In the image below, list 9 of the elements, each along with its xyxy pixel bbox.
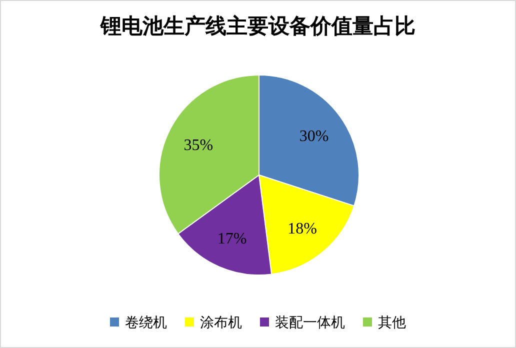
legend-label: 卷绕机 [125, 314, 167, 330]
legend-label: 装配一体机 [275, 314, 345, 330]
data-label: 30% [299, 128, 329, 146]
legend-label: 涂布机 [200, 314, 242, 330]
chart-title: 锂电池生产线主要设备价值量占比 [100, 14, 416, 38]
legend-label: 其他 [378, 314, 406, 330]
data-label: 17% [217, 230, 247, 248]
data-label: 18% [288, 220, 318, 238]
data-label: 35% [184, 137, 214, 154]
